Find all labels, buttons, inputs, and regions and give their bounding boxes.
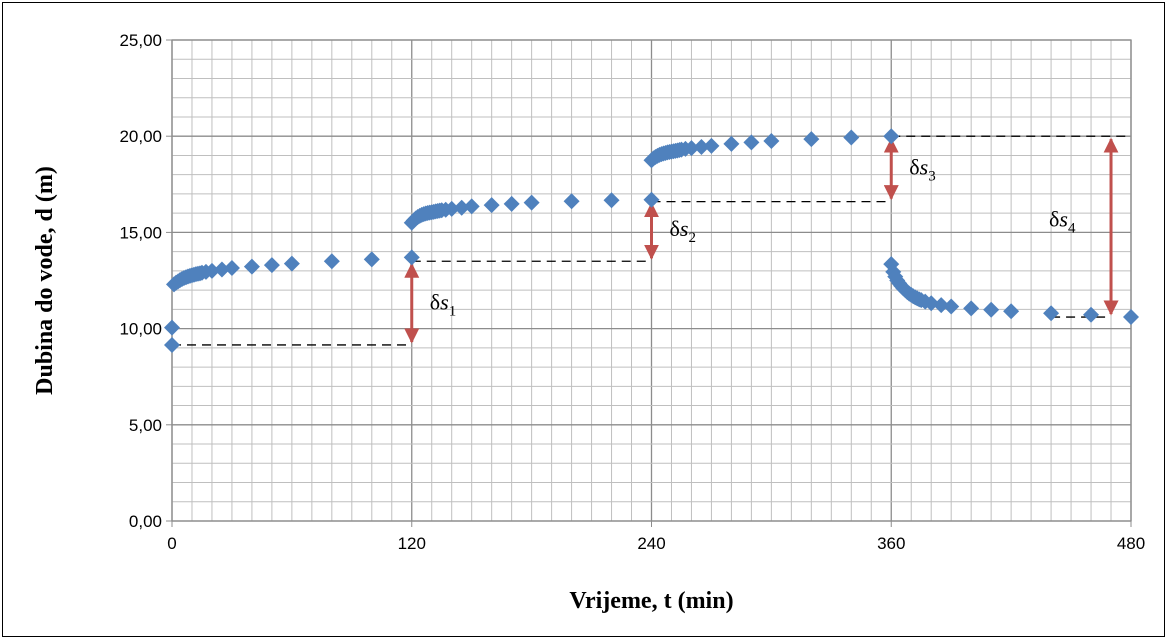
data-point [443,200,460,217]
y-tick-label: 10,00 [119,320,162,339]
data-point [164,319,180,336]
data-point [323,253,340,270]
data-point [203,262,220,279]
data-point [943,298,960,315]
data-point [1123,309,1139,326]
data-point [693,138,710,155]
data-point [603,192,620,209]
data-point [683,140,700,157]
data-point [503,195,520,212]
data-point [223,259,240,276]
data-point [1003,303,1020,320]
delta-label: δs1 [430,289,456,319]
annotation-labels: δs1 δs2 δs3 δs4 [430,155,1076,320]
data-point [933,297,950,314]
y-tick-label: 15,00 [119,223,162,242]
tick-labels: 0 120 240 360 480 0,00 5,00 10,00 15,00 20,00 25,0… [119,31,1145,553]
data-point [563,193,580,210]
data-point [453,199,470,216]
y-tick-label: 20,00 [119,127,162,146]
delta-label: δs2 [670,216,696,246]
data-point [1083,306,1100,323]
data-point [983,301,1000,318]
data-point [963,300,980,317]
data-point [883,128,900,145]
data-point [803,131,820,148]
dashed-guides [172,135,1131,346]
data-point [363,251,380,268]
x-tick-label: 120 [398,534,426,553]
y-tick-label: 5,00 [129,416,162,435]
grid-lines [171,39,1132,522]
data-point [263,257,280,274]
data-point [243,258,260,275]
data-point [723,135,740,152]
x-tick-label: 240 [637,534,665,553]
x-tick-label: 360 [877,534,905,553]
x-tick-label: 0 [167,534,176,553]
data-point [643,191,660,208]
delta-label: δs4 [1049,207,1076,237]
data-point [743,134,760,151]
delta-arrows [404,137,1119,344]
data-point [213,261,230,278]
data-point [283,255,300,272]
data-point [164,336,180,353]
x-axis-title: Vrijeme, t (min) [569,588,733,614]
y-tick-label: 0,00 [129,512,162,531]
data-point [403,249,420,266]
data-point [1043,305,1060,322]
delta-label: δs3 [909,155,935,185]
data-point [843,129,860,146]
data-point [483,197,500,214]
data-point [763,133,780,150]
data-points [164,128,1139,353]
data-point [463,198,480,215]
data-point [703,137,720,154]
data-point [523,194,540,211]
y-tick-label: 25,00 [119,31,162,50]
x-tick-label: 480 [1117,534,1145,553]
data-point [923,295,940,312]
axes [166,39,1132,527]
y-axis-title: Dubina do vode, d (m) [32,166,58,395]
